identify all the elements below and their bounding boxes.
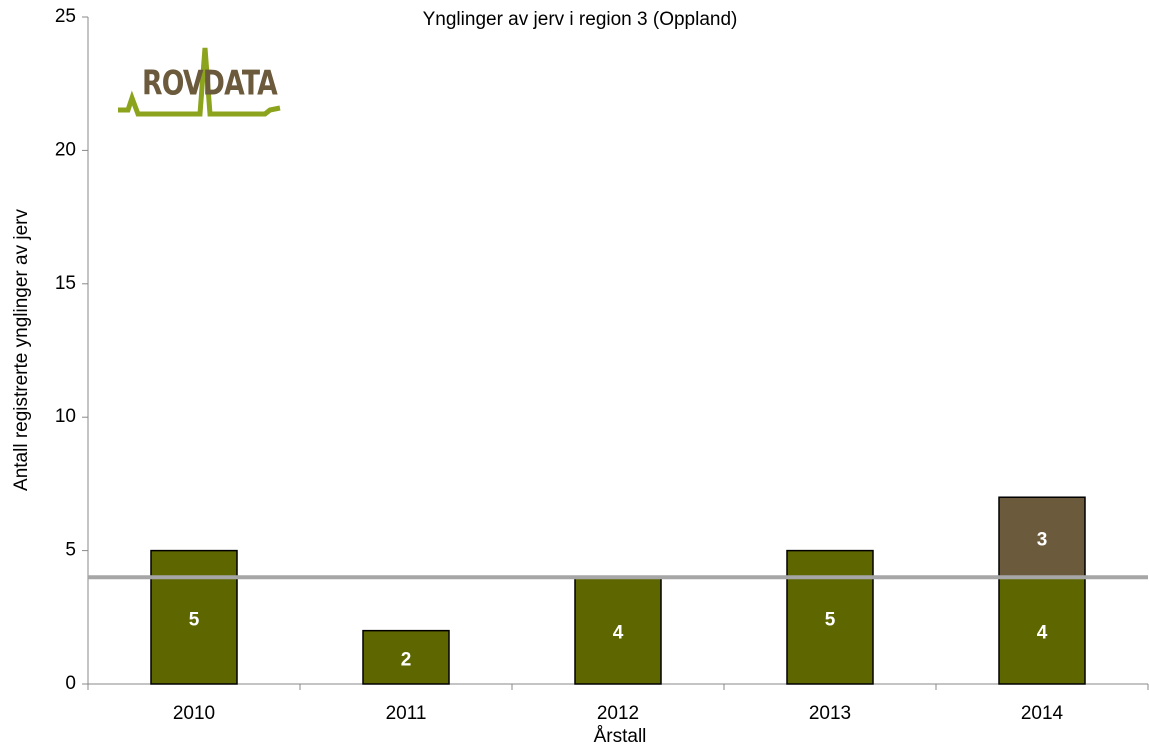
y-tick-label: 15 — [55, 273, 76, 294]
y-tick-label: 0 — [65, 673, 76, 694]
x-tick-label: 2012 — [597, 703, 639, 724]
logo-line — [118, 47, 281, 117]
data-label: 2 — [401, 649, 412, 670]
x-tick-label: 2013 — [809, 703, 851, 724]
bar — [574, 576, 662, 685]
y-tick-label: 20 — [55, 139, 76, 160]
chart-title: Ynglinger av jerv i region 3 (Oppland) — [423, 9, 738, 30]
y-tick-label: 5 — [65, 540, 76, 561]
x-tick-label: 2011 — [386, 703, 427, 724]
y-tick-label: 25 — [55, 6, 76, 27]
bar — [362, 629, 450, 685]
data-label: 4 — [613, 623, 624, 644]
data-label: 5 — [825, 609, 836, 630]
y-tick-label: 10 — [55, 406, 76, 427]
data-label: 3 — [1037, 529, 1048, 550]
logo: ROVDATA — [118, 47, 281, 117]
bar — [998, 576, 1086, 685]
x-tick-label: 2014 — [1021, 703, 1064, 724]
x-tick-label: 2010 — [173, 703, 215, 724]
logo-text: ROVDATA — [142, 64, 278, 104]
data-label: 5 — [189, 609, 200, 630]
data-label: 4 — [1037, 623, 1048, 644]
bar — [150, 549, 238, 685]
y-axis-label: Antall registrerte ynglinger av jerv — [11, 209, 32, 491]
bar — [786, 549, 874, 685]
x-axis-label: Årstall — [594, 726, 647, 747]
